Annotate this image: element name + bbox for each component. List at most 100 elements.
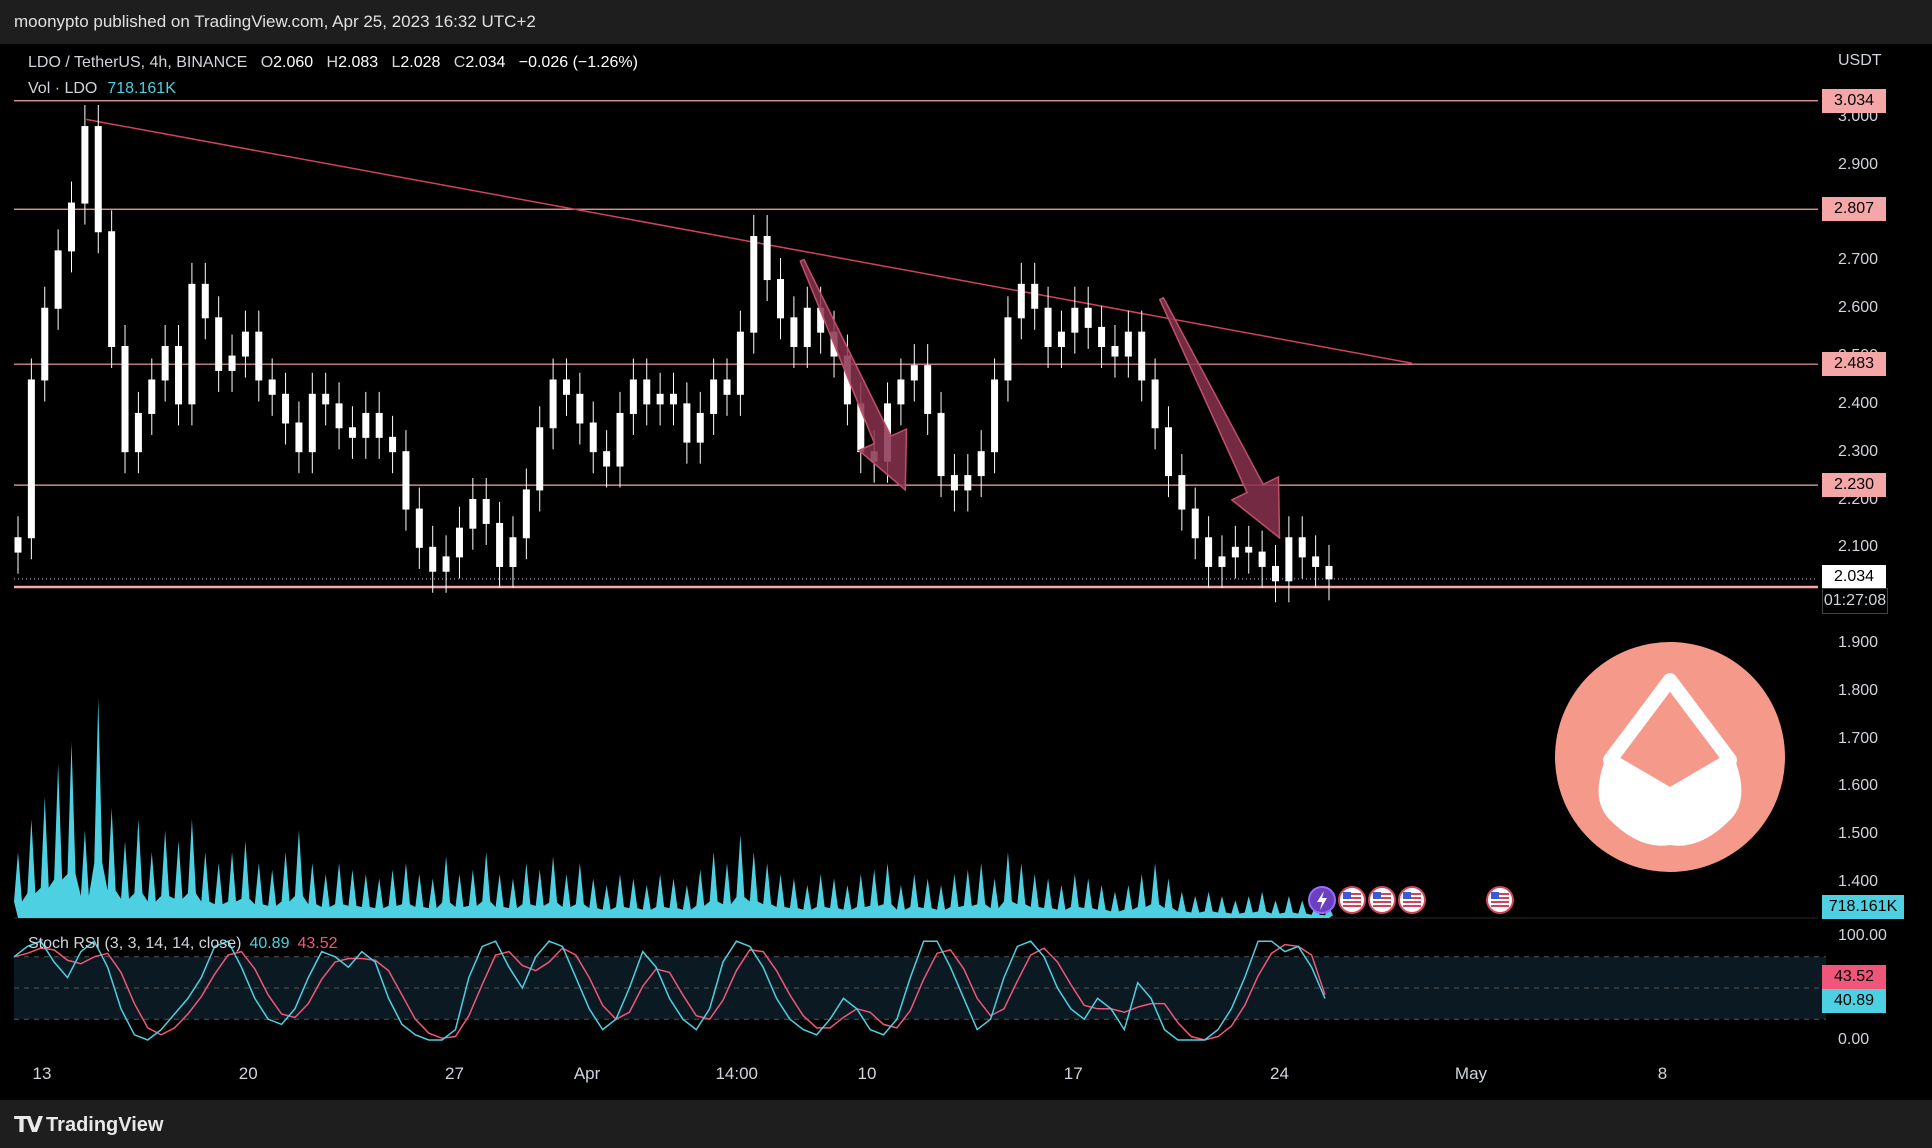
time-tick-label: 27 [445, 1064, 464, 1083]
lido-logo-drop [1598, 760, 1742, 846]
candle-body [322, 393, 330, 405]
candle-body [736, 331, 744, 395]
candle-body [282, 393, 290, 424]
publish-header: moonypto published on TradingView.com, A… [0, 0, 1932, 44]
candle-body [1151, 379, 1159, 429]
symbol-name: LDO / TetherUS, 4h, BINANCE [28, 54, 248, 71]
flag-stripe [1491, 893, 1509, 895]
axis-currency: USDT [1838, 52, 1882, 69]
candle-body [1004, 317, 1012, 381]
price-tick-label: 2.900 [1838, 155, 1879, 173]
change-value: −0.026 (−1.26%) [518, 54, 638, 71]
candle-body [429, 546, 437, 572]
level-price-tag: 2.230 [1822, 473, 1886, 498]
flag-stripe [1373, 897, 1391, 899]
candle-body [656, 393, 664, 405]
level-price-tag: 2.807 [1822, 197, 1886, 222]
flag-stripe [1343, 905, 1361, 907]
candle-body [790, 317, 798, 347]
candle-body [27, 379, 35, 539]
candle-body [1245, 546, 1253, 553]
stoch-tick-label: 0.00 [1838, 1031, 1870, 1048]
flag-canton [1491, 892, 1499, 899]
price-tick-label: 1.500 [1838, 825, 1879, 843]
flag-stripe [1373, 893, 1391, 895]
candle-body [763, 236, 771, 281]
brand-name: TradingView [46, 1113, 164, 1136]
volume-shape [14, 698, 1333, 918]
stoch-label: Stoch RSI (3, 3, 14, 14, close) [28, 935, 242, 952]
down-arrow [799, 258, 908, 492]
candle-body [94, 126, 102, 233]
time-tick-label: 17 [1063, 1064, 1083, 1083]
lido-logo-triangle [1603, 673, 1737, 802]
volume-label: Vol · LDO [28, 80, 98, 97]
candle-body [228, 355, 236, 371]
level-price-tag: 2.483 [1822, 352, 1886, 377]
candle-body [509, 537, 517, 567]
flag-stripe [1373, 905, 1391, 907]
candle-body [215, 317, 223, 371]
candle-body [335, 403, 343, 429]
flag-stripe [1491, 897, 1509, 899]
event-icons [1308, 886, 1514, 914]
flag-canton [1403, 892, 1411, 899]
open-label: O [260, 54, 274, 71]
candle-body [295, 422, 303, 453]
flag-stripe [1403, 897, 1421, 899]
low-label: L [391, 54, 401, 71]
candle-body [1312, 556, 1320, 567]
candle-body [937, 412, 945, 477]
candle-body [723, 379, 731, 395]
candle-body [268, 379, 276, 395]
symbol-legend: LDO / TetherUS, 4h, BINANCE O2.060 H2.08… [28, 54, 638, 72]
stoch-d-tag: 43.52 [1822, 964, 1886, 989]
flag-stripe [1491, 905, 1509, 907]
candle-body [1111, 346, 1119, 357]
candle-body [1057, 331, 1065, 347]
candle-body [348, 427, 356, 438]
stoch-tick-label: 100.00 [1838, 927, 1887, 944]
candle-body [1178, 475, 1186, 510]
time-tick-label: Apr [573, 1064, 601, 1083]
price-tick-label: 1.900 [1838, 633, 1879, 651]
price-tick-label: 2.100 [1838, 538, 1879, 556]
open-value: 2.060 [273, 54, 314, 71]
candle-body [950, 475, 958, 491]
candle-body [1258, 551, 1266, 567]
candle-body [1084, 307, 1092, 328]
flag-stripe [1343, 897, 1361, 899]
down-arrow [1158, 296, 1281, 540]
lido-logo [1555, 642, 1785, 872]
flag-stripe [1373, 901, 1391, 903]
stoch-k-value: 40.89 [249, 935, 290, 952]
tradingview-logo[interactable]: 𝗧𝗩 TradingView [14, 1112, 164, 1138]
candle-body [977, 451, 985, 477]
candle-body [308, 393, 316, 453]
tradingview-mark-icon: 𝗧𝗩 [14, 1112, 43, 1137]
candle-body [1138, 331, 1146, 381]
candle-body [1071, 307, 1079, 333]
price-tick-label: 1.400 [1838, 873, 1879, 890]
candle-body [562, 379, 570, 395]
candle-body [402, 451, 410, 510]
lightning-icon [1308, 886, 1336, 914]
event-circle [1398, 886, 1426, 914]
candle-body [1017, 283, 1025, 319]
candle-body [188, 283, 196, 405]
candle-body [482, 499, 490, 524]
candle-body [1191, 508, 1199, 539]
candle-body [616, 412, 624, 467]
candle-body [255, 331, 263, 381]
price-tick-label: 1.600 [1838, 777, 1879, 795]
publish-info: moonypto published on TradingView.com, A… [14, 12, 536, 31]
close-label: C [453, 54, 466, 71]
candle-body [991, 379, 999, 453]
candle-body [375, 412, 383, 438]
flag-stripe [1491, 901, 1509, 903]
candle-body [389, 436, 397, 453]
candle-body [1164, 427, 1172, 477]
candle-body [1098, 326, 1106, 347]
price-tick-label: 1.700 [1838, 729, 1879, 747]
